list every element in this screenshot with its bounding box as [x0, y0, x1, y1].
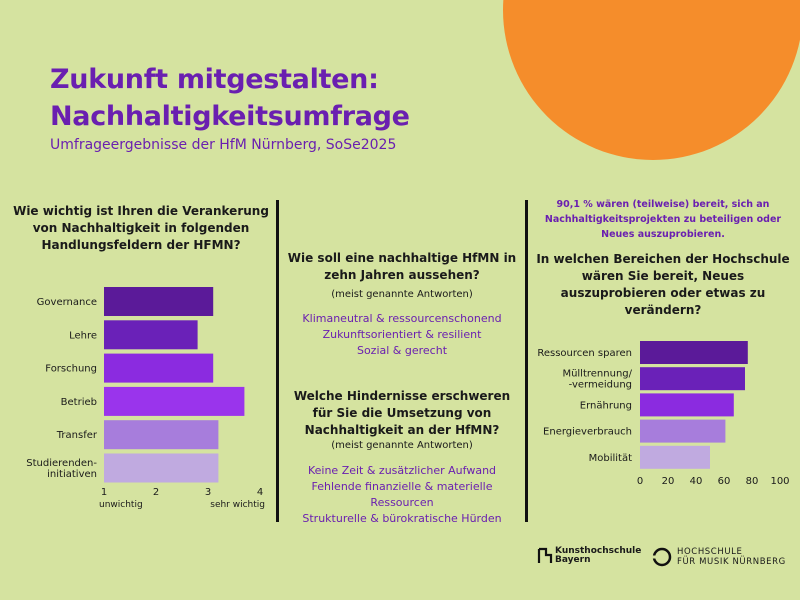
kunsthochschule-logo-icon — [537, 547, 553, 563]
bar — [640, 367, 745, 391]
logo-kh-line1: Kunsthochschule — [555, 546, 642, 556]
category-label: Mobilität — [589, 453, 632, 464]
bar — [640, 419, 726, 443]
x-tick-label: 40 — [690, 476, 703, 487]
category-label: Ernährung — [580, 400, 632, 411]
bar — [104, 353, 214, 383]
category-label: Studierenden- — [26, 458, 97, 469]
future-question: Wie soll eine nachhaltige HfMN in zehn J… — [287, 251, 517, 282]
bar — [640, 341, 748, 364]
bar — [640, 393, 734, 417]
x-tick-label: 20 — [662, 476, 675, 487]
page-title-line1: Zukunft mitgestalten: — [50, 64, 379, 95]
category-label: Transfer — [56, 430, 98, 441]
x-tick-label: 4 — [257, 487, 263, 498]
obstacles-answers: Keine Zeit & zusätzlicher Aufwand Fehlen… — [282, 463, 522, 527]
logo-kunsthochschule-bayern: Kunsthochschule Bayern — [537, 547, 641, 565]
page-title-line2: Nachhaltigkeitsumfrage — [50, 101, 410, 132]
logo-hfm-line1: HOCHSCHULE — [677, 547, 743, 557]
category-label: Energieverbrauch — [543, 427, 632, 438]
participation-stat: 90,1 % wären (teilweise) bereit, sich an… — [544, 199, 782, 240]
obstacles-question: Welche Hindernisse erschweren für Sie di… — [293, 389, 511, 437]
category-label: -vermeidung — [569, 380, 632, 391]
bar — [104, 386, 245, 416]
scale-min-label: unwichtig — [99, 500, 143, 510]
change-areas-question: In welchen Bereichen der Hochschule wäre… — [536, 252, 790, 317]
x-tick-label: 0 — [637, 476, 643, 487]
scale-max-label: sehr wichtig — [210, 500, 265, 510]
obstacle-answer: Keine Zeit & zusätzlicher Aufwand — [307, 464, 497, 477]
bar — [104, 420, 219, 450]
x-tick-label: 60 — [718, 476, 731, 487]
future-answers: Klimaneutral & ressourcenschonend Zukunf… — [282, 311, 522, 359]
category-label: Forschung — [45, 364, 97, 375]
future-note: (meist genannte Antworten) — [331, 289, 473, 300]
hfm-logo-icon — [652, 547, 672, 567]
category-label: Mülltrennung/ — [562, 369, 632, 380]
x-tick-label: 80 — [746, 476, 759, 487]
importance-question: Wie wichtig ist Ihren die Verankerung vo… — [13, 204, 269, 252]
category-label: Ressourcen sparen — [537, 348, 632, 359]
future-answer: Zukunftsorientiert & resilient — [322, 328, 482, 341]
x-tick-label: 2 — [153, 487, 159, 498]
future-answer: Sozial & gerecht — [356, 344, 448, 357]
category-label: Betrieb — [61, 397, 97, 408]
obstacle-answer: Fehlende finanzielle & materielle Ressou… — [311, 480, 493, 509]
bar — [640, 445, 710, 469]
x-tick-label: 1 — [101, 487, 107, 498]
divider-right — [525, 200, 528, 522]
divider-left — [276, 200, 279, 522]
future-answer: Klimaneutral & ressourcenschonend — [302, 312, 502, 325]
bar — [104, 287, 214, 316]
bar — [104, 320, 198, 350]
x-tick-label: 100 — [770, 476, 789, 487]
category-label: Governance — [37, 297, 97, 308]
category-label: Lehre — [69, 330, 97, 341]
logo-hfm-line2: FÜR MUSIK NÜRNBERG — [677, 557, 786, 567]
logo-hfm-nuernberg: HOCHSCHULE FÜR MUSIK NÜRNBERG — [652, 547, 786, 567]
logo-kh-line2: Bayern — [555, 555, 591, 565]
obstacle-answer: Strukturelle & bürokratische Hürden — [302, 512, 502, 525]
bar — [104, 453, 219, 483]
obstacles-note: (meist genannte Antworten) — [331, 440, 473, 451]
x-tick-label: 3 — [205, 487, 211, 498]
page-subtitle: Umfrageergebnisse der HfM Nürnberg, SoSe… — [50, 137, 397, 153]
category-label: initiativen — [47, 469, 97, 480]
